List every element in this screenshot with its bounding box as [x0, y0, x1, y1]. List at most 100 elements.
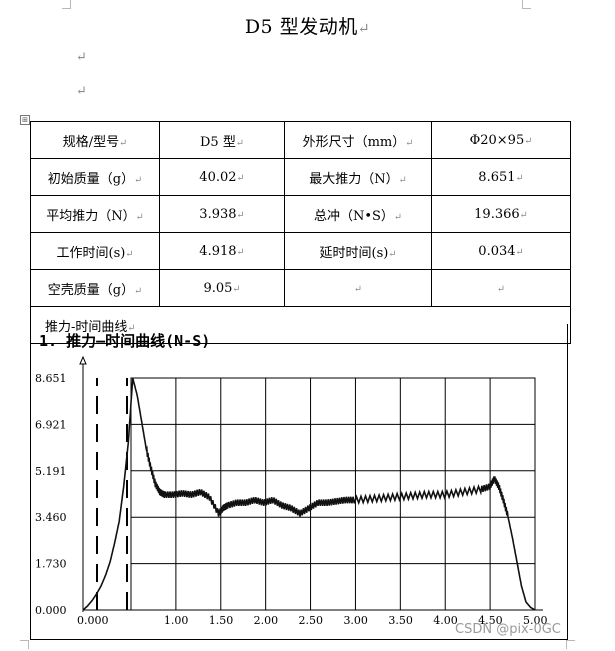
table-cell: 延时时间(s)↵ [284, 232, 432, 270]
cell-text: 4.918 [199, 243, 237, 259]
cell-end-mark: ↵ [125, 248, 134, 260]
table-cell: ↵ [284, 269, 432, 307]
page-title-text: D5 型发动机 [244, 16, 358, 38]
page-corner-mark [62, 0, 71, 9]
page-title: D5 型发动机↵ [0, 12, 615, 39]
table-row: 空壳质量（g）↵ 9.05↵ ↵ ↵ [30, 269, 571, 307]
cell-text: Φ20×95 [469, 132, 525, 148]
cell-text: 初始质量（g） [47, 171, 135, 187]
cell-end-mark: ↵ [524, 135, 533, 147]
table-cell: 工作时间(s)↵ [30, 232, 160, 270]
table-cell: 0.034↵ [431, 232, 571, 270]
cell-end-mark: ↵ [236, 209, 245, 221]
cell-end-mark: ↵ [232, 283, 241, 295]
y-tick-label: 0.000 [35, 604, 67, 617]
y-tick-label: 5.191 [35, 465, 67, 478]
watermark: CSDN @pix-0GC [455, 622, 561, 637]
table-cell: 规格/型号↵ [30, 121, 160, 159]
cell-end-mark: ↵ [398, 174, 407, 186]
table-row: 平均推力（N）↵ 3.938↵ 总冲（N•S）↵ 19.366↵ [30, 195, 571, 233]
thrust-curve [82, 377, 536, 611]
cell-end-mark: ↵ [519, 209, 528, 221]
y-tick-label: 6.921 [35, 418, 67, 431]
cell-end-mark: ↵ [515, 246, 524, 258]
cell-text: 9.05 [203, 280, 233, 296]
table-cell: D5 型↵ [159, 121, 285, 159]
cell-text: 8.651 [478, 169, 516, 185]
paragraph-mark: ↵ [127, 322, 136, 334]
cell-text: 延时时间(s) [319, 245, 389, 261]
page-corner-mark [20, 640, 29, 649]
chart-title: 1. 推力—时间曲线(N-S) [39, 332, 211, 350]
table-cell: 3.938↵ [159, 195, 285, 233]
table-move-handle[interactable]: ⊞ [20, 115, 30, 125]
cell-text: 最大推力（N） [309, 171, 399, 187]
cell-text: 3.938 [199, 206, 237, 222]
cell-text: 40.02 [199, 169, 237, 185]
x-tick-label: 1.00 [164, 614, 189, 627]
x-tick-label: 5.00 [523, 614, 548, 627]
y-tick-label: 8.651 [35, 372, 67, 385]
cell-end-mark: ↵ [134, 174, 143, 186]
table-cell: 总冲（N•S）↵ [284, 195, 432, 233]
cell-text: D5 型 [200, 134, 236, 150]
cell-end-mark: ↵ [405, 137, 414, 149]
x-tick-label: 4.00 [433, 614, 458, 627]
x-tick-label: 2.50 [299, 614, 324, 627]
paragraph-mark: ↵ [357, 21, 371, 37]
x-tick-label: 3.50 [388, 614, 413, 627]
thrust-time-chart: 0.000 1.730 3.460 5.191 6.921 8.651 0.000 1.00 1… [35, 355, 548, 627]
table-row: 推力-时间曲线↵ [30, 306, 571, 344]
y-axis-arrow [79, 355, 87, 365]
table-cell: 初始质量（g）↵ [30, 158, 160, 196]
cell-end-mark: ↵ [515, 172, 524, 184]
table-cell: Φ20×95↵ [431, 121, 571, 159]
cell-end-mark: ↵ [393, 211, 403, 223]
x-tick-label: 2.00 [254, 614, 279, 627]
table-cell: 外形尺寸（mm）↵ [284, 121, 432, 159]
chart-cell: 1. 推力—时间曲线(N-S) 0.000 1.730 3.460 5.191 6.92… [30, 324, 568, 640]
x-tick-label: 4.50 [478, 614, 503, 627]
curve-heading-cell: 推力-时间曲线↵ [30, 306, 571, 344]
x-tick-label: 0.000 [77, 614, 109, 627]
page-corner-mark [566, 640, 575, 649]
y-tick-label: 3.460 [35, 511, 67, 524]
cell-end-mark: ↵ [135, 211, 144, 223]
paragraph-mark: ↵ [76, 50, 87, 65]
cell-end-mark: ↵ [119, 137, 128, 149]
paragraph-mark: ↵ [76, 84, 87, 99]
page-corner-mark [522, 0, 531, 9]
cell-end-mark: ↵ [134, 285, 143, 297]
cell-end-mark: ↵ [236, 246, 245, 258]
table-cell: 空壳质量（g）↵ [30, 269, 160, 307]
table-cell: 4.918↵ [159, 232, 285, 270]
cell-text: 0.034 [478, 243, 516, 259]
table-cell: 9.05↵ [159, 269, 285, 307]
cell-text: 外形尺寸（mm） [302, 134, 406, 150]
cell-text: 平均推力（N） [46, 208, 136, 224]
cell-text: 总冲（N•S） [313, 208, 394, 224]
table-row: 规格/型号↵ D5 型↵ 外形尺寸（mm）↵ Φ20×95↵ [30, 121, 571, 159]
cell-text: 规格/型号 [62, 134, 120, 150]
x-tick-label: 3.00 [343, 614, 368, 627]
spec-table: 规格/型号↵ D5 型↵ 外形尺寸（mm）↵ Φ20×95↵ 初始质量（g）↵ 40.02… [30, 121, 571, 344]
cell-text: 工作时间(s) [56, 245, 126, 261]
cell-end-mark: ↵ [496, 283, 506, 295]
table-row: 工作时间(s)↵ 4.918↵ 延时时间(s)↵ 0.034↵ [30, 232, 571, 270]
cell-end-mark: ↵ [388, 248, 397, 260]
curve-heading: 推力-时间曲线 [45, 319, 128, 335]
cell-text: 19.366 [474, 206, 520, 222]
table-cell: 19.366↵ [431, 195, 571, 233]
y-tick-label: 1.730 [35, 558, 67, 571]
table-cell: 8.651↵ [431, 158, 571, 196]
table-cell: ↵ [431, 269, 571, 307]
table-cell: 最大推力（N）↵ [284, 158, 432, 196]
x-tick-label: 1.50 [209, 614, 234, 627]
cell-text: 空壳质量（g） [47, 282, 135, 298]
table-cell: 平均推力（N）↵ [30, 195, 160, 233]
table-cell: 40.02↵ [159, 158, 285, 196]
cell-end-mark: ↵ [353, 283, 363, 295]
cell-end-mark: ↵ [235, 137, 244, 149]
table-row: 初始质量（g）↵ 40.02↵ 最大推力（N）↵ 8.651↵ [30, 158, 571, 196]
cell-end-mark: ↵ [236, 172, 245, 184]
